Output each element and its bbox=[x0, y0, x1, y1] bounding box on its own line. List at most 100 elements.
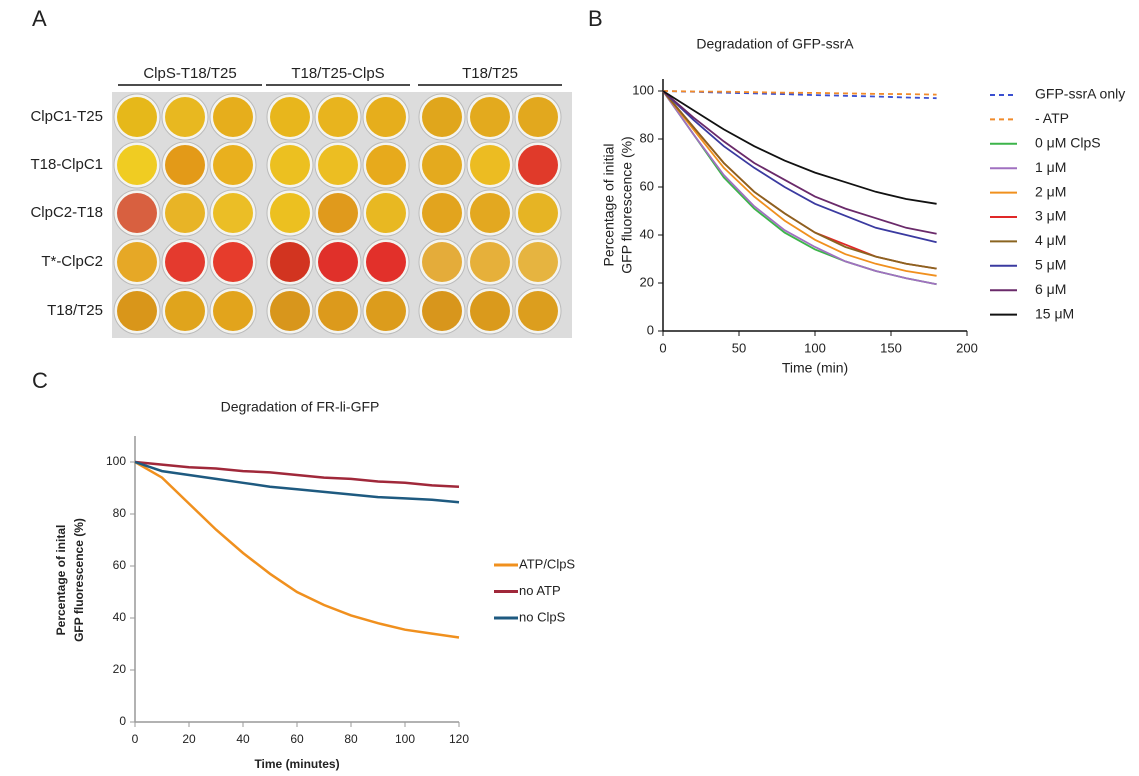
well bbox=[213, 145, 253, 185]
y-tick-label: 40 bbox=[113, 610, 127, 624]
well bbox=[213, 291, 253, 331]
y-tick-label: 0 bbox=[647, 322, 654, 337]
well bbox=[366, 97, 406, 137]
row-label: T18-ClpC1 bbox=[30, 156, 103, 173]
well bbox=[470, 97, 510, 137]
x-tick-label: 50 bbox=[732, 340, 746, 355]
well bbox=[470, 145, 510, 185]
series-line bbox=[662, 90, 937, 244]
panel-label: A bbox=[32, 6, 47, 31]
y-tick-label: 80 bbox=[640, 130, 654, 145]
well bbox=[422, 97, 462, 137]
chart-title: Degradation of FR-li-GFP bbox=[221, 399, 380, 415]
legend-label: 5 μM bbox=[1035, 257, 1066, 273]
x-tick-label: 0 bbox=[659, 340, 666, 355]
y-tick-label: 80 bbox=[113, 506, 127, 520]
well bbox=[366, 145, 406, 185]
well bbox=[422, 242, 462, 282]
series-line bbox=[662, 90, 937, 235]
y-tick-label: 40 bbox=[640, 226, 654, 241]
legend-label: no ClpS bbox=[519, 609, 566, 624]
well bbox=[117, 242, 157, 282]
well bbox=[165, 242, 205, 282]
legend-label: ATP/ClpS bbox=[519, 556, 575, 571]
legend-label: 0 μM ClpS bbox=[1035, 135, 1101, 151]
well bbox=[270, 145, 310, 185]
well bbox=[318, 193, 358, 233]
column-group-label: T18/T25 bbox=[462, 65, 518, 82]
series-line bbox=[134, 460, 460, 504]
column-group-label: ClpS-T18/T25 bbox=[143, 65, 236, 82]
well bbox=[318, 291, 358, 331]
x-tick-label: 60 bbox=[290, 732, 304, 746]
y-tick-label: 0 bbox=[119, 714, 126, 728]
series-line bbox=[662, 90, 937, 96]
well bbox=[318, 145, 358, 185]
well bbox=[318, 242, 358, 282]
well bbox=[318, 97, 358, 137]
y-axis-label: GFP fluorescence (%) bbox=[72, 518, 86, 642]
y-axis-label: GFP fluorescence (%) bbox=[619, 136, 635, 273]
y-tick-label: 60 bbox=[640, 178, 654, 193]
series-line bbox=[134, 460, 460, 488]
row-label: T*-ClpC2 bbox=[41, 253, 103, 270]
well bbox=[117, 291, 157, 331]
legend-label: 4 μM bbox=[1035, 232, 1066, 248]
x-axis-label: Time (min) bbox=[782, 360, 848, 376]
y-tick-label: 100 bbox=[106, 454, 126, 468]
well bbox=[518, 193, 558, 233]
row-label: T18/T25 bbox=[47, 302, 103, 319]
row-label: ClpC2-T18 bbox=[30, 204, 103, 221]
panel-label: C bbox=[32, 368, 48, 393]
well bbox=[422, 193, 462, 233]
well bbox=[422, 145, 462, 185]
well bbox=[366, 291, 406, 331]
well bbox=[470, 291, 510, 331]
well bbox=[470, 193, 510, 233]
series-line bbox=[662, 90, 937, 277]
well bbox=[213, 193, 253, 233]
y-tick-label: 60 bbox=[113, 558, 127, 572]
well bbox=[518, 291, 558, 331]
series-line bbox=[134, 460, 460, 639]
well bbox=[366, 193, 406, 233]
well bbox=[470, 242, 510, 282]
panel-label: B bbox=[588, 6, 603, 31]
legend-label: no ATP bbox=[519, 583, 561, 598]
well bbox=[165, 145, 205, 185]
series-line bbox=[662, 90, 937, 205]
well bbox=[518, 242, 558, 282]
y-axis-label: Percentage of inital bbox=[54, 525, 68, 636]
legend-label: GFP-ssrA only bbox=[1035, 86, 1125, 102]
column-group-label: T18/T25-ClpS bbox=[291, 65, 384, 82]
well bbox=[117, 145, 157, 185]
well bbox=[366, 242, 406, 282]
well bbox=[422, 291, 462, 331]
x-tick-label: 40 bbox=[236, 732, 250, 746]
legend-label: 6 μM bbox=[1035, 281, 1066, 297]
well bbox=[165, 97, 205, 137]
series-line bbox=[662, 90, 937, 286]
x-tick-label: 200 bbox=[956, 340, 978, 355]
y-tick-label: 20 bbox=[640, 274, 654, 289]
well bbox=[270, 242, 310, 282]
legend-label: 15 μM bbox=[1035, 305, 1074, 321]
legend-label: 3 μM bbox=[1035, 208, 1066, 224]
well bbox=[165, 193, 205, 233]
x-tick-label: 150 bbox=[880, 340, 902, 355]
well bbox=[117, 193, 157, 233]
well bbox=[117, 97, 157, 137]
y-tick-label: 100 bbox=[632, 82, 654, 97]
x-tick-label: 80 bbox=[344, 732, 358, 746]
x-tick-label: 0 bbox=[132, 732, 139, 746]
well bbox=[270, 291, 310, 331]
row-label: ClpC1-T25 bbox=[30, 108, 103, 125]
y-axis-label: Percentage of initial bbox=[601, 144, 617, 267]
well bbox=[270, 193, 310, 233]
y-tick-label: 20 bbox=[113, 662, 127, 676]
legend-label: 1 μM bbox=[1035, 159, 1066, 175]
well bbox=[213, 242, 253, 282]
x-axis-label: Time (minutes) bbox=[254, 757, 339, 771]
